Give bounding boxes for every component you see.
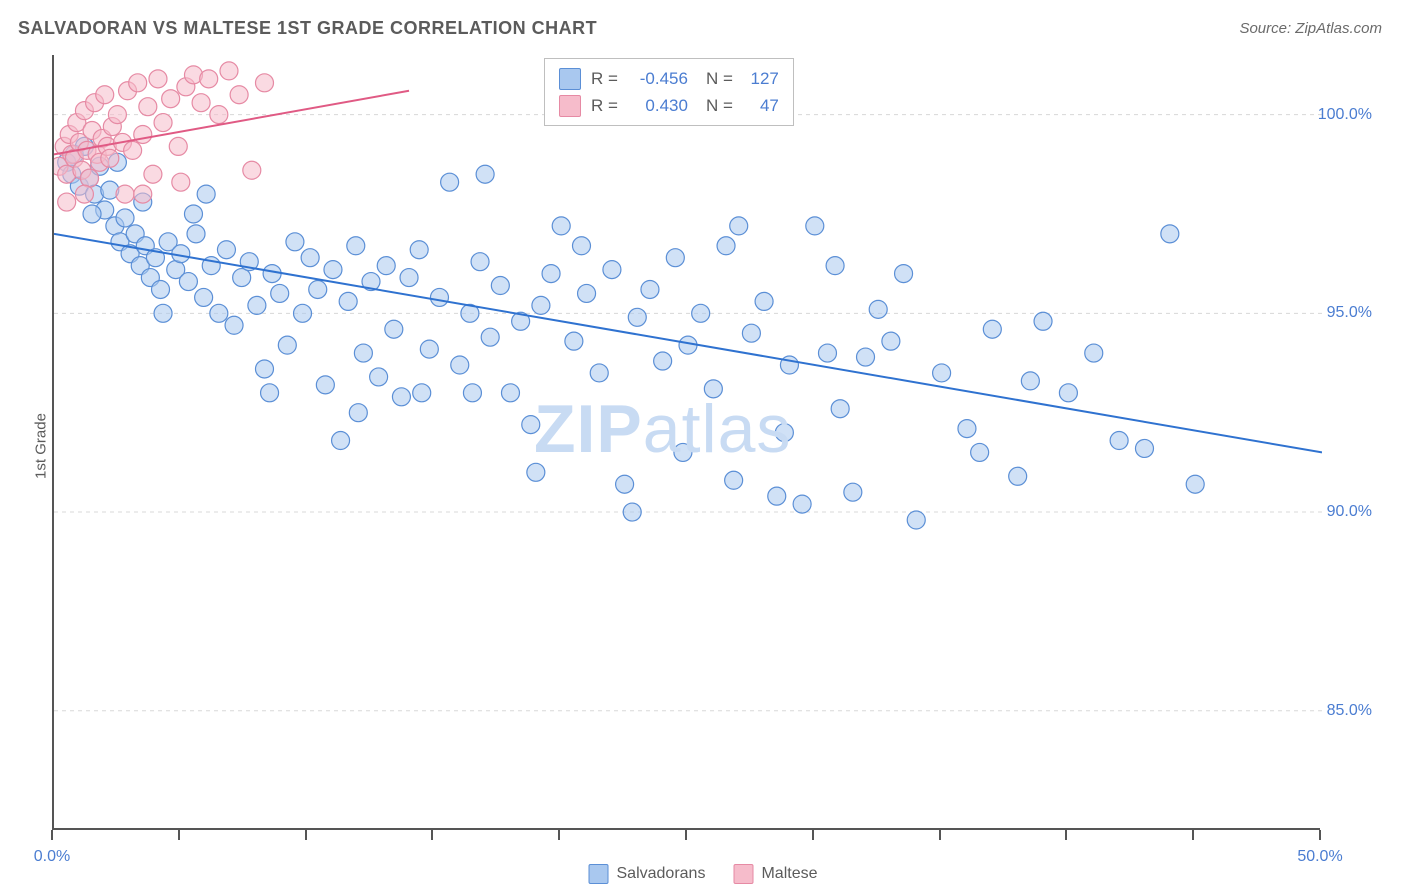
y-axis-label: 1st Grade <box>32 413 49 479</box>
r-value-salvadorans: -0.456 <box>628 65 688 92</box>
r-label: R = <box>591 92 618 119</box>
x-tick <box>1065 830 1067 840</box>
x-tick <box>1319 830 1321 840</box>
legend-label-salvadorans: Salvadorans <box>617 865 706 882</box>
x-tick-label: 0.0% <box>34 848 70 866</box>
r-value-maltese: 0.430 <box>628 92 688 119</box>
legend-row-maltese: R = 0.430 N = 47 <box>559 92 779 119</box>
x-tick <box>812 830 814 840</box>
legend-swatch-maltese <box>559 95 581 117</box>
x-tick <box>558 830 560 840</box>
legend-label-maltese: Maltese <box>761 865 817 882</box>
y-tick-label: 85.0% <box>1327 702 1372 720</box>
n-value-maltese: 47 <box>743 92 779 119</box>
plot-svg <box>54 55 1322 830</box>
correlation-legend: R = -0.456 N = 127 R = 0.430 N = 47 <box>544 58 794 126</box>
source-label: Source: ZipAtlas.com <box>1239 20 1382 37</box>
legend-swatch-icon <box>589 864 609 884</box>
legend-item-maltese: Maltese <box>733 864 817 884</box>
x-tick <box>939 830 941 840</box>
legend-swatch-icon <box>733 864 753 884</box>
n-label: N = <box>706 92 733 119</box>
x-tick <box>685 830 687 840</box>
x-tick <box>431 830 433 840</box>
legend-swatch-salvadorans <box>559 68 581 90</box>
x-tick-label: 50.0% <box>1297 848 1342 866</box>
x-tick <box>305 830 307 840</box>
x-tick <box>1192 830 1194 840</box>
chart-title: SALVADORAN VS MALTESE 1ST GRADE CORRELAT… <box>18 18 597 39</box>
plot-area: ZIPatlas R = -0.456 N = 127 R = 0.430 N … <box>52 55 1320 830</box>
y-tick-label: 95.0% <box>1327 304 1372 322</box>
r-label: R = <box>591 65 618 92</box>
legend-item-salvadorans: Salvadorans <box>589 864 706 884</box>
y-tick-label: 90.0% <box>1327 503 1372 521</box>
n-value-salvadorans: 127 <box>743 65 779 92</box>
legend-row-salvadorans: R = -0.456 N = 127 <box>559 65 779 92</box>
y-tick-label: 100.0% <box>1318 106 1372 124</box>
series-legend: Salvadorans Maltese <box>589 864 818 884</box>
x-tick <box>51 830 53 840</box>
x-tick <box>178 830 180 840</box>
n-label: N = <box>706 65 733 92</box>
chart-container: SALVADORAN VS MALTESE 1ST GRADE CORRELAT… <box>0 0 1406 892</box>
